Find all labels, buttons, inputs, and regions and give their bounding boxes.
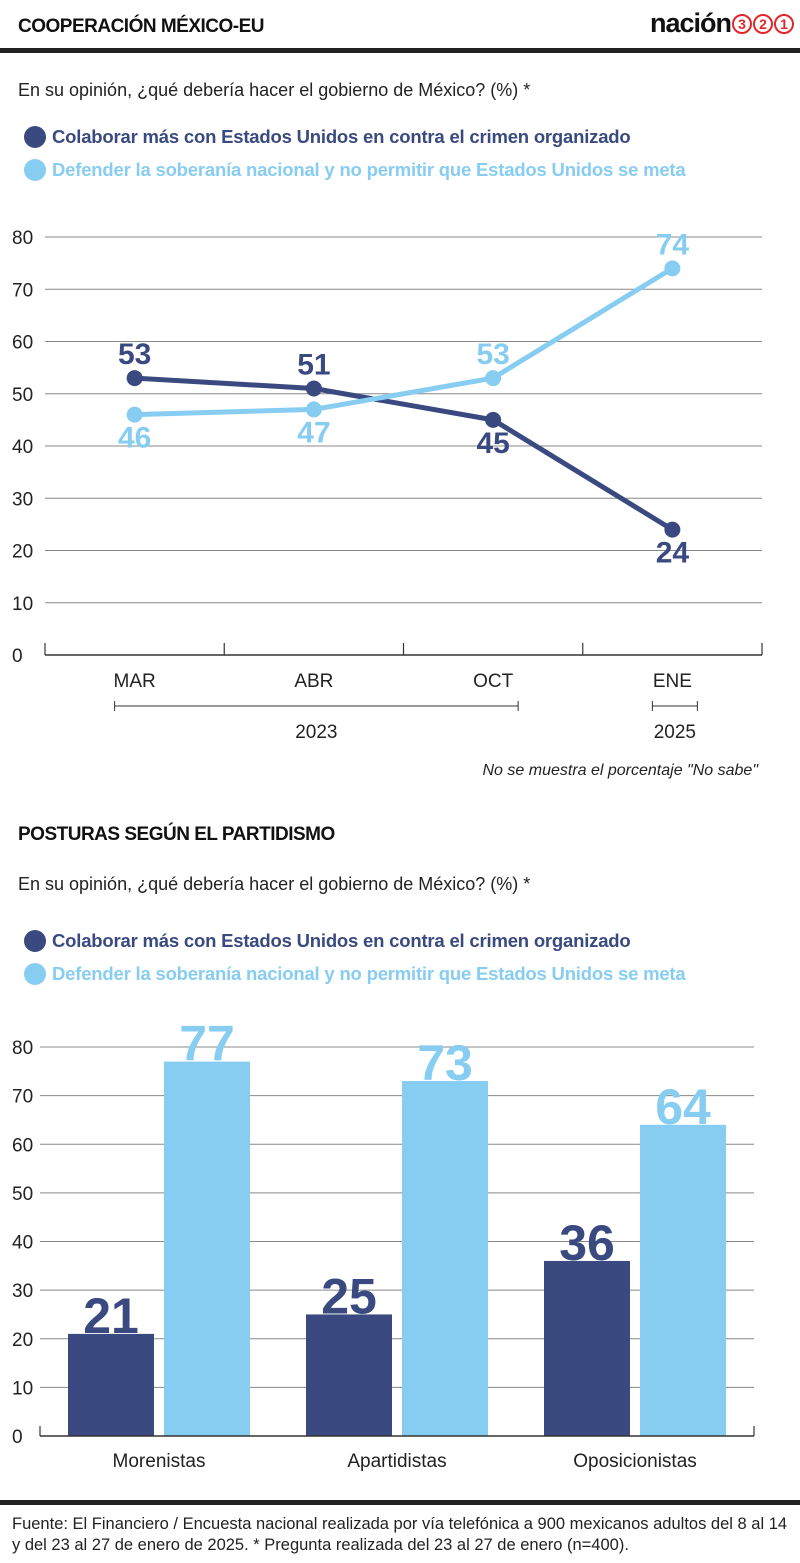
legend-dot-dark-icon: [24, 929, 46, 952]
bar: [640, 1124, 726, 1436]
data-point: [664, 260, 681, 277]
series-line: [132, 375, 675, 533]
question-1: En su opinión, ¿qué debería hacer el gob…: [18, 80, 531, 100]
y-tick-label: 0: [12, 646, 23, 667]
legend-item-defender: Defender la soberanía nacional y no perm…: [24, 957, 686, 990]
data-point: [126, 370, 143, 387]
y-tick-label: 10: [12, 1378, 33, 1399]
y-tick-label: 70: [12, 280, 33, 301]
y-tick-label: 10: [12, 594, 33, 615]
question-2: En su opinión, ¿qué debería hacer el gob…: [18, 874, 531, 894]
x-category-label: ABR: [294, 671, 333, 692]
bar: [402, 1081, 488, 1436]
data-point: [485, 370, 502, 387]
bar-value-label: 36: [559, 1215, 615, 1271]
bar: [544, 1260, 630, 1436]
data-label: 51: [297, 349, 330, 382]
header: COOPERACIÓN MÉXICO-EU nación 3 2 1: [0, 0, 800, 50]
x-category-label: OCT: [473, 671, 514, 692]
legend-dot-dark-icon: [24, 125, 46, 148]
y-tick-label: 30: [12, 489, 33, 510]
y-tick-label: 80: [12, 1038, 33, 1059]
legend-label: Defender la soberanía nacional y no perm…: [52, 962, 686, 984]
data-label: 74: [656, 228, 690, 261]
data-point: [305, 401, 322, 418]
bottom-divider: [0, 1500, 800, 1505]
x-category-label: Oposicionistas: [573, 1451, 697, 1472]
brand-logo: nación 3 2 1: [650, 8, 794, 39]
brand-digit: 1: [774, 13, 794, 34]
x-category-label: Apartidistas: [347, 1451, 446, 1472]
legend-item-colaborar: Colaborar más con Estados Unidos en cont…: [24, 120, 685, 153]
legend-dot-light-icon: [24, 158, 46, 181]
y-tick-label: 80: [12, 228, 33, 249]
year-label: 2025: [654, 722, 696, 743]
data-label: 47: [297, 416, 330, 449]
legend-label: Colaborar más con Estados Unidos en cont…: [52, 929, 631, 951]
line-chart: 0 10 20 30 40 50 60 70 80 MAR ABR OCT ENE 2023 2025 53 5…: [12, 228, 763, 743]
data-label: 53: [118, 338, 151, 371]
bar: [164, 1061, 250, 1436]
x-category-label: ENE: [653, 671, 692, 692]
y-tick-label: 60: [12, 333, 33, 354]
bar-value-label: 25: [321, 1268, 377, 1324]
x-category-label: Morenistas: [113, 1451, 206, 1472]
bar-value-label: 64: [655, 1079, 711, 1135]
y-tick-label: 20: [12, 542, 33, 563]
y-tick-label: 30: [12, 1281, 33, 1302]
bar: [68, 1333, 154, 1436]
data-label: 45: [476, 427, 509, 460]
data-label: 24: [656, 537, 690, 570]
y-tick-label: 40: [12, 437, 33, 458]
legend-item-defender: Defender la soberanía nacional y no perm…: [24, 153, 686, 186]
bar-value-label: 73: [417, 1035, 473, 1091]
y-tick-label: 40: [12, 1233, 33, 1254]
legend-label: Defender la soberanía nacional y no perm…: [52, 158, 686, 180]
data-label: 46: [118, 422, 151, 455]
data-point: [485, 411, 502, 428]
year-label: 2023: [295, 722, 337, 743]
data-point: [305, 380, 322, 397]
y-tick-label: 50: [12, 1184, 33, 1205]
data-point: [126, 406, 143, 423]
y-tick-label: 70: [12, 1087, 33, 1108]
data-label: 53: [476, 338, 509, 371]
x-category-label: MAR: [114, 671, 156, 692]
bar-value-label: 21: [83, 1288, 139, 1344]
bar: [306, 1314, 392, 1436]
y-tick-label: 20: [12, 1330, 33, 1351]
legend-label: Colaborar más con Estados Unidos en cont…: [52, 125, 631, 147]
brand-digit: 3: [732, 13, 752, 34]
source-text: Fuente: El Financiero / Encuesta naciona…: [12, 1515, 788, 1554]
chart-note: No se muestra el porcentaje "No sabe": [482, 762, 759, 779]
legend-1: Colaborar más con Estados Unidos en cont…: [24, 120, 686, 186]
legend-2: Colaborar más con Estados Unidos en cont…: [24, 924, 686, 990]
section-title-partidismo: POSTURAS SEGÚN EL PARTIDISMO: [18, 824, 335, 845]
page-title: COOPERACIÓN MÉXICO-EU: [18, 16, 265, 37]
top-divider: [0, 48, 800, 53]
y-tick-label: 0: [12, 1427, 23, 1448]
y-tick-label: 60: [12, 1135, 33, 1156]
brand-digit: 2: [753, 13, 773, 34]
bar-chart: 0 10 20 30 40 50 60 70 80 21 77 Morenistas 25 73 Apart…: [12, 1016, 755, 1472]
series-line: [132, 265, 675, 418]
data-point: [664, 521, 681, 538]
legend-dot-light-icon: [24, 962, 46, 985]
y-tick-label: 50: [12, 385, 33, 406]
bar-value-label: 77: [179, 1016, 235, 1072]
brand-word: nación: [649, 8, 732, 38]
legend-item-colaborar: Colaborar más con Estados Unidos en cont…: [24, 924, 685, 957]
